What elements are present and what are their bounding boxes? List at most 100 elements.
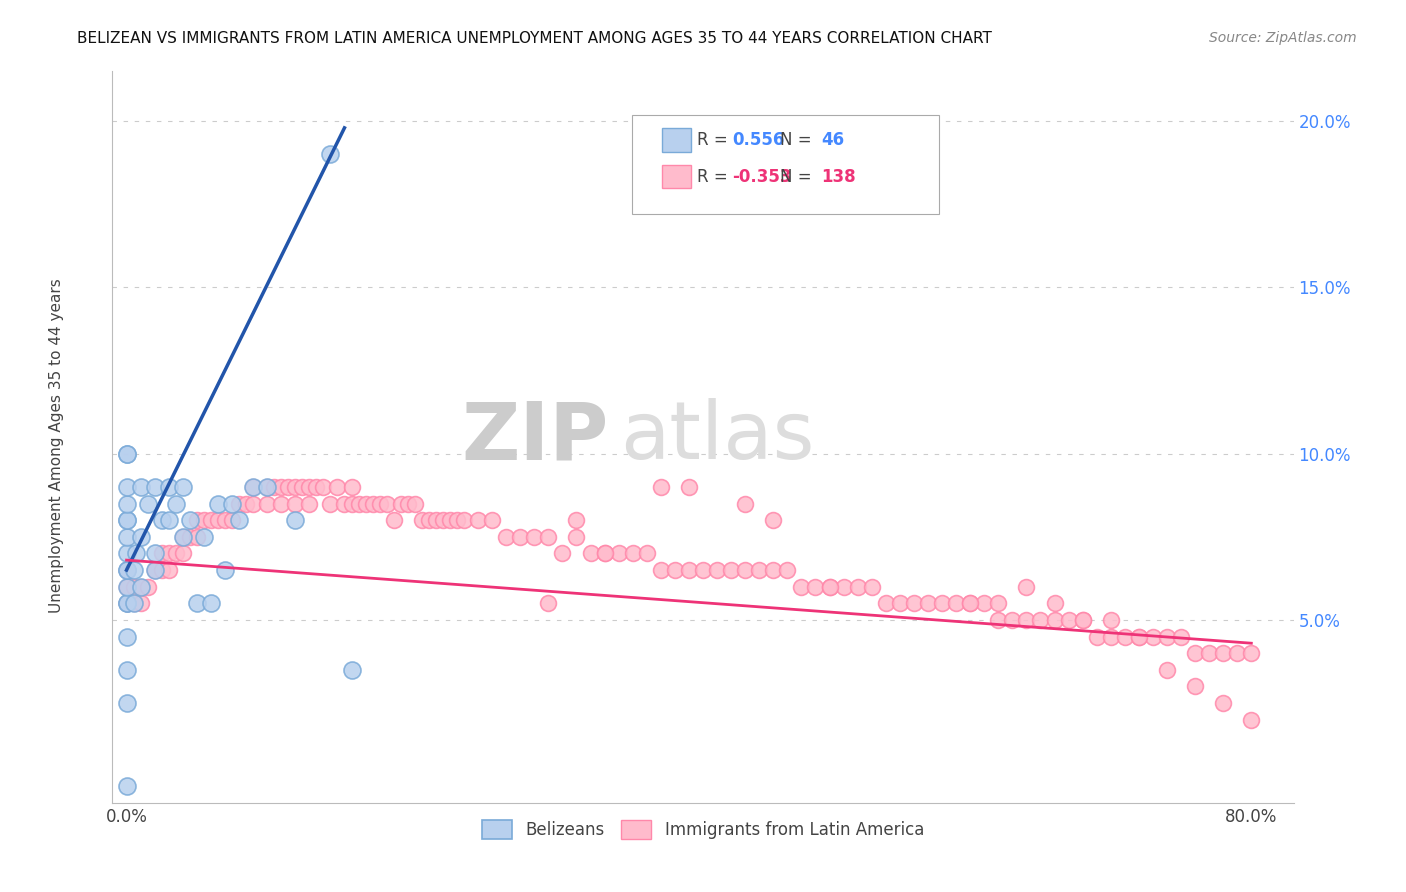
Point [221, 497, 243, 511]
Point [931, 596, 953, 610]
Point [179, 530, 201, 544]
Point [593, 546, 616, 560]
Text: R =: R = [697, 168, 733, 186]
Point [875, 596, 897, 610]
Point [143, 563, 166, 577]
Point [129, 580, 152, 594]
Point [115, 596, 138, 610]
Point [889, 596, 911, 610]
Point [291, 480, 314, 494]
Point [917, 596, 939, 610]
Point [607, 546, 630, 560]
Point [1099, 613, 1122, 627]
Point [242, 480, 264, 494]
Point [1156, 630, 1178, 644]
Text: 46: 46 [821, 131, 844, 149]
Point [136, 497, 159, 511]
Point [129, 596, 152, 610]
Text: N =: N = [780, 168, 817, 186]
Point [319, 147, 342, 161]
Point [143, 480, 166, 494]
Point [143, 546, 166, 560]
Point [1156, 663, 1178, 677]
Point [389, 497, 412, 511]
Point [734, 563, 756, 577]
Point [1128, 630, 1150, 644]
Point [340, 497, 363, 511]
FancyBboxPatch shape [633, 115, 939, 214]
Point [312, 480, 335, 494]
Point [973, 596, 995, 610]
Point [115, 596, 138, 610]
Point [143, 563, 166, 577]
Point [200, 513, 222, 527]
Point [1057, 613, 1080, 627]
Point [621, 546, 644, 560]
Point [446, 513, 468, 527]
Point [115, 596, 138, 610]
Point [804, 580, 827, 594]
Point [692, 563, 714, 577]
Point [150, 563, 173, 577]
Point [1240, 713, 1263, 727]
Text: 138: 138 [821, 168, 856, 186]
Point [115, 596, 138, 610]
Point [172, 530, 194, 544]
Point [115, 513, 138, 527]
Point [375, 497, 398, 511]
Point [115, 447, 138, 461]
Point [284, 513, 307, 527]
Point [1001, 613, 1024, 627]
Point [277, 480, 299, 494]
Bar [662, 165, 692, 188]
Point [122, 596, 145, 610]
Point [1071, 613, 1094, 627]
Point [1015, 580, 1038, 594]
Point [115, 580, 138, 594]
Point [256, 480, 278, 494]
Point [1015, 613, 1038, 627]
Point [207, 497, 229, 511]
Point [1170, 630, 1192, 644]
Point [481, 513, 503, 527]
Point [368, 497, 391, 511]
Point [150, 546, 173, 560]
Point [172, 546, 194, 560]
Point [650, 480, 672, 494]
Point [228, 513, 250, 527]
Point [453, 513, 475, 527]
Point [846, 580, 869, 594]
Point [432, 513, 454, 527]
Point [579, 546, 602, 560]
Point [115, 596, 138, 610]
Point [678, 563, 700, 577]
Point [959, 596, 981, 610]
Point [115, 663, 138, 677]
Text: Unemployment Among Ages 35 to 44 years: Unemployment Among Ages 35 to 44 years [49, 278, 63, 614]
Point [396, 497, 419, 511]
Point [214, 513, 236, 527]
Point [115, 580, 138, 594]
Point [298, 480, 321, 494]
Point [115, 447, 138, 461]
Text: Source: ZipAtlas.com: Source: ZipAtlas.com [1209, 31, 1357, 45]
Point [1240, 646, 1263, 660]
Point [340, 663, 363, 677]
Point [903, 596, 925, 610]
Text: 0.556: 0.556 [733, 131, 785, 149]
Point [1099, 630, 1122, 644]
Point [115, 563, 138, 577]
Point [818, 580, 841, 594]
Point [200, 596, 222, 610]
Point [347, 497, 370, 511]
Point [439, 513, 461, 527]
Point [298, 497, 321, 511]
Point [186, 513, 208, 527]
Point [1184, 646, 1206, 660]
Point [256, 497, 278, 511]
Point [636, 546, 658, 560]
Point [832, 580, 855, 594]
Point [678, 480, 700, 494]
Point [115, 563, 138, 577]
Point [305, 480, 328, 494]
